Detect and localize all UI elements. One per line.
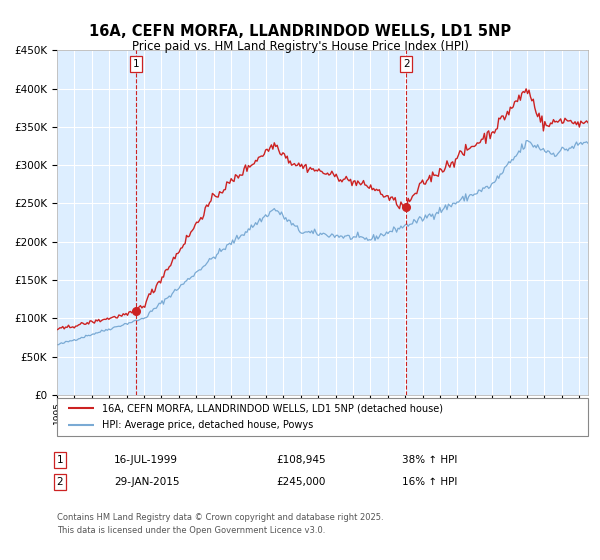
Text: 38% ↑ HPI: 38% ↑ HPI [402, 455, 457, 465]
Text: Price paid vs. HM Land Registry's House Price Index (HPI): Price paid vs. HM Land Registry's House … [131, 40, 469, 53]
Text: 1: 1 [133, 59, 139, 69]
Text: £245,000: £245,000 [276, 477, 325, 487]
Text: 2: 2 [56, 477, 64, 487]
Text: HPI: Average price, detached house, Powys: HPI: Average price, detached house, Powy… [102, 420, 313, 430]
FancyBboxPatch shape [57, 398, 588, 436]
Text: 2: 2 [403, 59, 410, 69]
Text: 16% ↑ HPI: 16% ↑ HPI [402, 477, 457, 487]
Text: 16A, CEFN MORFA, LLANDRINDOD WELLS, LD1 5NP: 16A, CEFN MORFA, LLANDRINDOD WELLS, LD1 … [89, 24, 511, 39]
Text: 16A, CEFN MORFA, LLANDRINDOD WELLS, LD1 5NP (detached house): 16A, CEFN MORFA, LLANDRINDOD WELLS, LD1 … [102, 403, 443, 413]
Text: 1: 1 [56, 455, 64, 465]
Text: 29-JAN-2015: 29-JAN-2015 [114, 477, 179, 487]
Text: Contains HM Land Registry data © Crown copyright and database right 2025.: Contains HM Land Registry data © Crown c… [57, 513, 383, 522]
Text: This data is licensed under the Open Government Licence v3.0.: This data is licensed under the Open Gov… [57, 526, 325, 535]
Text: £108,945: £108,945 [276, 455, 326, 465]
Text: 16-JUL-1999: 16-JUL-1999 [114, 455, 178, 465]
